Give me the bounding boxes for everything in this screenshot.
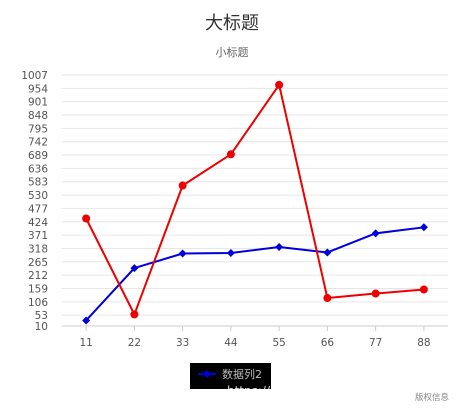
x-axis-ticks: 11 22 33 44 55 66 77 88 (79, 326, 431, 349)
y-tick-label: 742 (28, 137, 48, 149)
y-tick-label: 477 (28, 203, 48, 215)
y-tick-label: 318 (28, 243, 48, 255)
x-tick-label: 11 (79, 337, 92, 349)
y-tick-label: 106 (28, 297, 48, 309)
series-2 (82, 80, 428, 319)
series-2-point[interactable] (130, 310, 139, 319)
x-tick-label: 22 (128, 337, 141, 349)
series-2-line (85, 83, 424, 316)
y-tick-label: 689 (28, 150, 48, 162)
credits-link[interactable]: 版权信息 (415, 392, 450, 403)
series-1-point[interactable] (371, 229, 380, 238)
series-2-point[interactable] (371, 289, 380, 298)
y-tick-label: 848 (28, 110, 48, 122)
series-1-point[interactable] (178, 249, 187, 258)
x-tick-label: 55 (272, 337, 285, 349)
series-2-point[interactable] (178, 181, 187, 190)
series-2-point[interactable] (275, 80, 284, 89)
y-tick-label: 1007 (21, 70, 48, 82)
series-1 (82, 223, 428, 325)
y-tick-label: 159 (28, 283, 48, 295)
x-tick-label: 88 (417, 337, 430, 349)
series-1-point[interactable] (419, 223, 428, 232)
y-tick-label: 901 (28, 97, 48, 109)
x-tick-label: 66 (321, 337, 335, 349)
y-tick-label: 371 (28, 230, 48, 242)
y-tick-label: 10 (35, 321, 48, 333)
series-1-point[interactable] (130, 264, 139, 273)
y-tick-label: 212 (28, 270, 48, 282)
y-tick-label: 424 (28, 217, 48, 229)
legend-item-label[interactable]: 数据列2 (222, 367, 262, 381)
series-2-point[interactable] (82, 214, 91, 223)
x-tick-label: 33 (176, 337, 189, 349)
y-tick-label: 583 (28, 177, 48, 189)
chart-subtitle: 小标题 (216, 45, 249, 59)
x-tick-label: 44 (224, 337, 238, 349)
series-1-point[interactable] (275, 242, 284, 251)
x-tick-label: 77 (369, 337, 382, 349)
series-1-point[interactable] (82, 316, 91, 325)
y-tick-label: 954 (28, 83, 48, 95)
y-tick-label: 265 (28, 257, 48, 269)
y-tick-label: 795 (28, 123, 48, 135)
legend-series-marker (203, 370, 211, 378)
legend[interactable]: 数据列2 (190, 363, 271, 389)
y-tick-label: 636 (28, 163, 48, 175)
series-2-point[interactable] (323, 294, 332, 303)
series-2-point[interactable] (226, 150, 235, 159)
chart-title: 大标题 (205, 13, 259, 34)
y-tick-label: 53 (35, 310, 48, 322)
series-2-point[interactable] (419, 285, 428, 294)
legend-background (190, 363, 271, 389)
series-group (82, 80, 428, 325)
series-1-line (85, 226, 424, 322)
grid (62, 74, 448, 327)
series-1-point[interactable] (226, 248, 235, 257)
y-tick-label: 530 (28, 190, 48, 202)
series-1-point[interactable] (323, 248, 332, 257)
watermark: https://blog.csdn.net/qq_39146469 (227, 384, 438, 398)
